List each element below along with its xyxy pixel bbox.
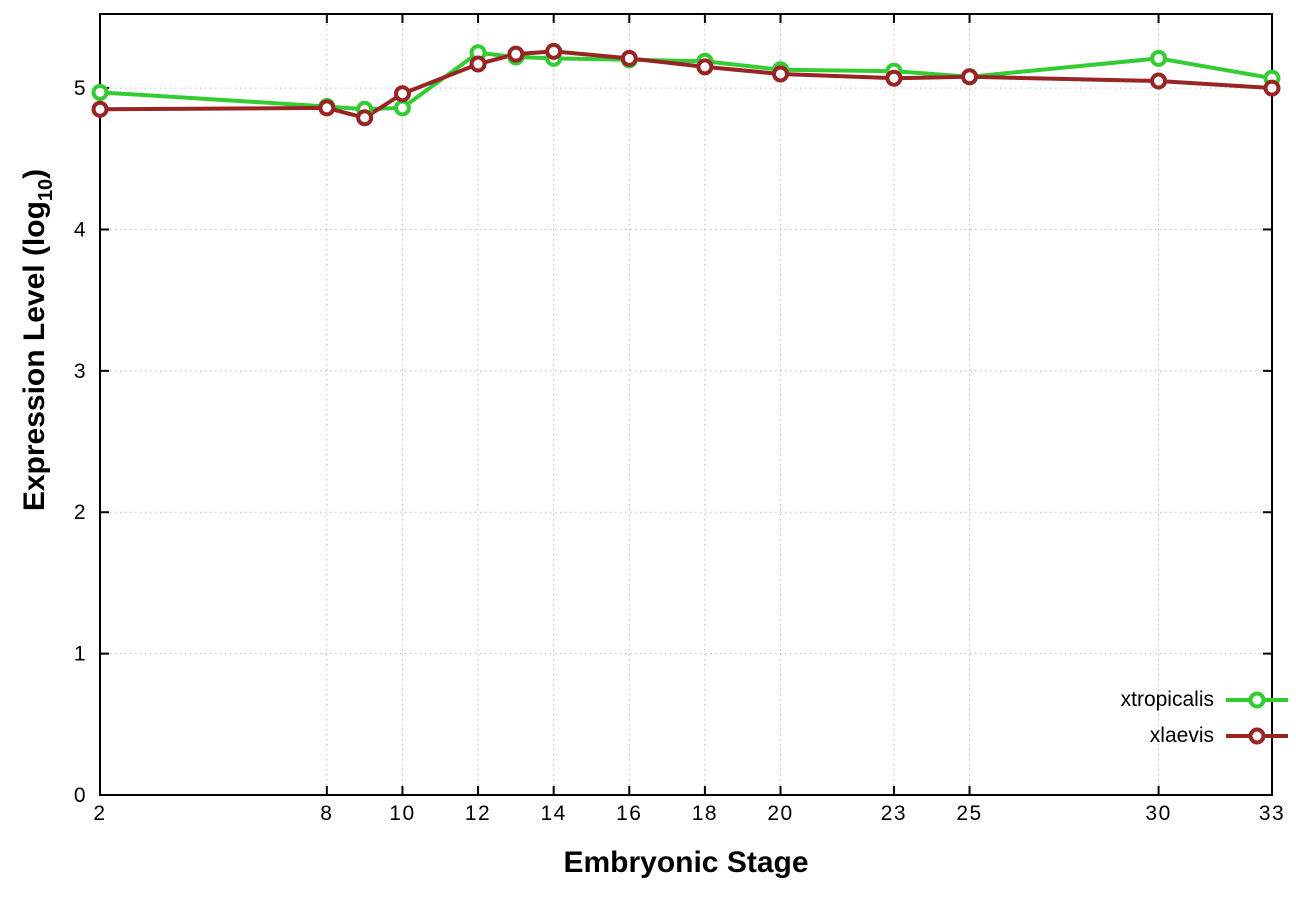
y-tick-label: 5	[74, 77, 87, 100]
y-axis-label-close: )	[18, 168, 51, 179]
data-point-xlaevis	[1150, 72, 1168, 90]
x-tick-label: 30	[1145, 802, 1171, 825]
y-axis-label-main: Expression Level (log	[18, 201, 51, 512]
x-axis-label: Embryonic Stage	[563, 846, 809, 879]
data-point-xtropicalis	[91, 83, 109, 101]
legend: xtropicalis xlaevis	[1121, 682, 1290, 754]
y-tick-label: 2	[74, 501, 87, 524]
x-tick-label: 12	[465, 802, 491, 825]
legend-item-xtropicalis: xtropicalis	[1121, 682, 1290, 718]
x-tick-label: 8	[320, 802, 333, 825]
data-point-xlaevis	[318, 99, 336, 117]
data-point-xlaevis	[356, 109, 374, 127]
data-point-xtropicalis	[1150, 49, 1168, 67]
data-point-xlaevis	[620, 49, 638, 67]
x-tick-label: 10	[389, 802, 415, 825]
legend-label: xlaevis	[1149, 724, 1214, 747]
data-point-xlaevis	[696, 58, 714, 76]
data-point-xlaevis	[772, 65, 790, 83]
data-point-xlaevis	[507, 45, 525, 63]
legend-marker-icon	[1226, 727, 1288, 745]
legend-label: xtropicalis	[1120, 688, 1214, 711]
y-tick-label: 0	[74, 784, 87, 807]
plot-border	[99, 13, 1273, 796]
x-tick-label: 20	[767, 802, 793, 825]
data-point-xlaevis	[469, 55, 487, 73]
data-point-xlaevis	[393, 85, 411, 103]
x-tick-label: 16	[616, 802, 642, 825]
data-point-xlaevis	[545, 42, 563, 60]
x-tick-label: 2	[93, 802, 106, 825]
data-point-xlaevis	[91, 100, 109, 118]
x-tick-label: 14	[540, 802, 566, 825]
y-tick-label: 4	[74, 218, 87, 241]
legend-marker-icon	[1226, 691, 1288, 709]
data-point-xlaevis	[885, 69, 903, 87]
x-tick-label: 23	[881, 802, 907, 825]
data-point-xtropicalis	[393, 99, 411, 117]
y-tick-label: 3	[74, 360, 87, 383]
x-tick-label: 18	[692, 802, 718, 825]
x-tick-label: 33	[1259, 802, 1285, 825]
x-tick-label: 25	[956, 802, 982, 825]
legend-item-xlaevis: xlaevis	[1121, 718, 1290, 754]
y-axis-label-subscript: 10	[35, 178, 57, 202]
data-point-xlaevis	[1263, 79, 1281, 97]
data-point-xlaevis	[961, 68, 979, 86]
y-axis-label: Expression Level (log10)	[18, 169, 58, 511]
y-tick-label: 1	[74, 643, 87, 666]
